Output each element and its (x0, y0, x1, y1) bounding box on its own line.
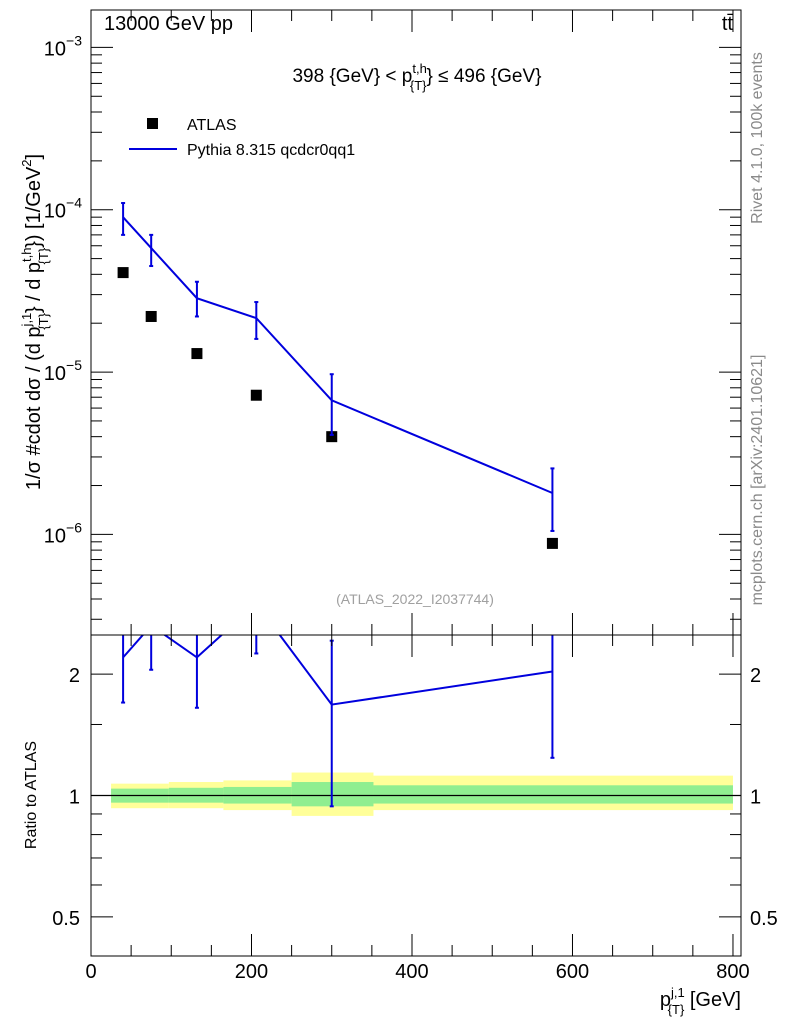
main-y-axis-label: 1/σ #cdot dσ / (d pj,1 {T}} / d pt,h {T}})… (19, 154, 51, 490)
atlas-data-point (326, 431, 338, 443)
ratio-pythia-curve (122, 635, 553, 706)
ratio-y-tick-label-right: 0.5 (750, 908, 778, 930)
energy-label: 13000 GeV pp (104, 13, 233, 35)
atlas-data-point (117, 267, 129, 279)
legend-atlas-marker (147, 118, 158, 129)
process-label: tt̄ (722, 13, 734, 35)
source-label: mcplots.cern.ch [arXiv:2401.10621] (749, 355, 766, 606)
main-frame (90, 9, 742, 636)
main-y-tick-label: 10−6 (44, 519, 82, 547)
x-tick-label: 200 (235, 961, 268, 983)
main-y-tick-label: 10−5 (44, 357, 82, 385)
main-panel-title: 398 {GeV} < pt,h {T}} ≤ 496 {GeV} (292, 61, 541, 93)
main-y-tick-label: 10−3 (44, 32, 82, 60)
atlas-data-point (191, 348, 203, 360)
ratio-inner-band (373, 785, 733, 804)
legend-atlas-label: ATLAS (187, 117, 237, 134)
main-y-tick-labels: 10−6 10−5 10−4 10−3 (44, 32, 82, 547)
ratio-y-tick-label-left: 2 (69, 665, 80, 687)
main-y-tick-label: 10−4 (44, 195, 82, 223)
x-axis-label: pj,1 {T} [GeV] (660, 985, 741, 1017)
rivet-label: Rivet 4.1.0, 100k events (749, 52, 766, 224)
ratio-uncertainty-bands (91, 772, 741, 816)
analysis-watermark: (ATLAS_2022_I2037744) (336, 591, 494, 607)
legend-pythia-label: Pythia 8.315 qcdcr0qq1 (187, 142, 355, 159)
ratio-y-tick-label-left: 0.5 (52, 908, 80, 930)
ratio-y-tick-label-left: 1 (69, 787, 80, 809)
atlas-data-point (250, 389, 262, 401)
x-tick-label: 600 (556, 961, 589, 983)
ratio-y-tick-label-right: 2 (750, 665, 761, 687)
ratio-panel: 0.5 0.5 1 1 2 2 0 200 400 600 800 Ratio to ATLAS p… (23, 634, 778, 1017)
x-tick-label: 400 (395, 961, 428, 983)
ratio-y-tick-label-right: 1 (750, 787, 761, 809)
ratio-tick-labels: 0.5 0.5 1 1 2 2 0 200 400 600 800 (52, 665, 778, 983)
x-tick-label: 800 (716, 961, 749, 983)
ratio-axis-ticks (90, 634, 741, 957)
atlas-data-point (546, 537, 558, 549)
main-panel: 10−6 10−5 10−4 10−3 398 {GeV} < pt,h {T}} ≤ … (19, 9, 742, 636)
x-tick-label: 0 (85, 961, 96, 983)
main-axis-ticks (90, 10, 741, 635)
ratio-y-axis-label: Ratio to ATLAS (23, 741, 40, 849)
main-data-layer (117, 202, 558, 549)
pythia-curve (122, 216, 553, 494)
legend: ATLAS Pythia 8.315 qcdcr0qq1 (129, 117, 355, 159)
atlas-data-point (145, 310, 157, 322)
